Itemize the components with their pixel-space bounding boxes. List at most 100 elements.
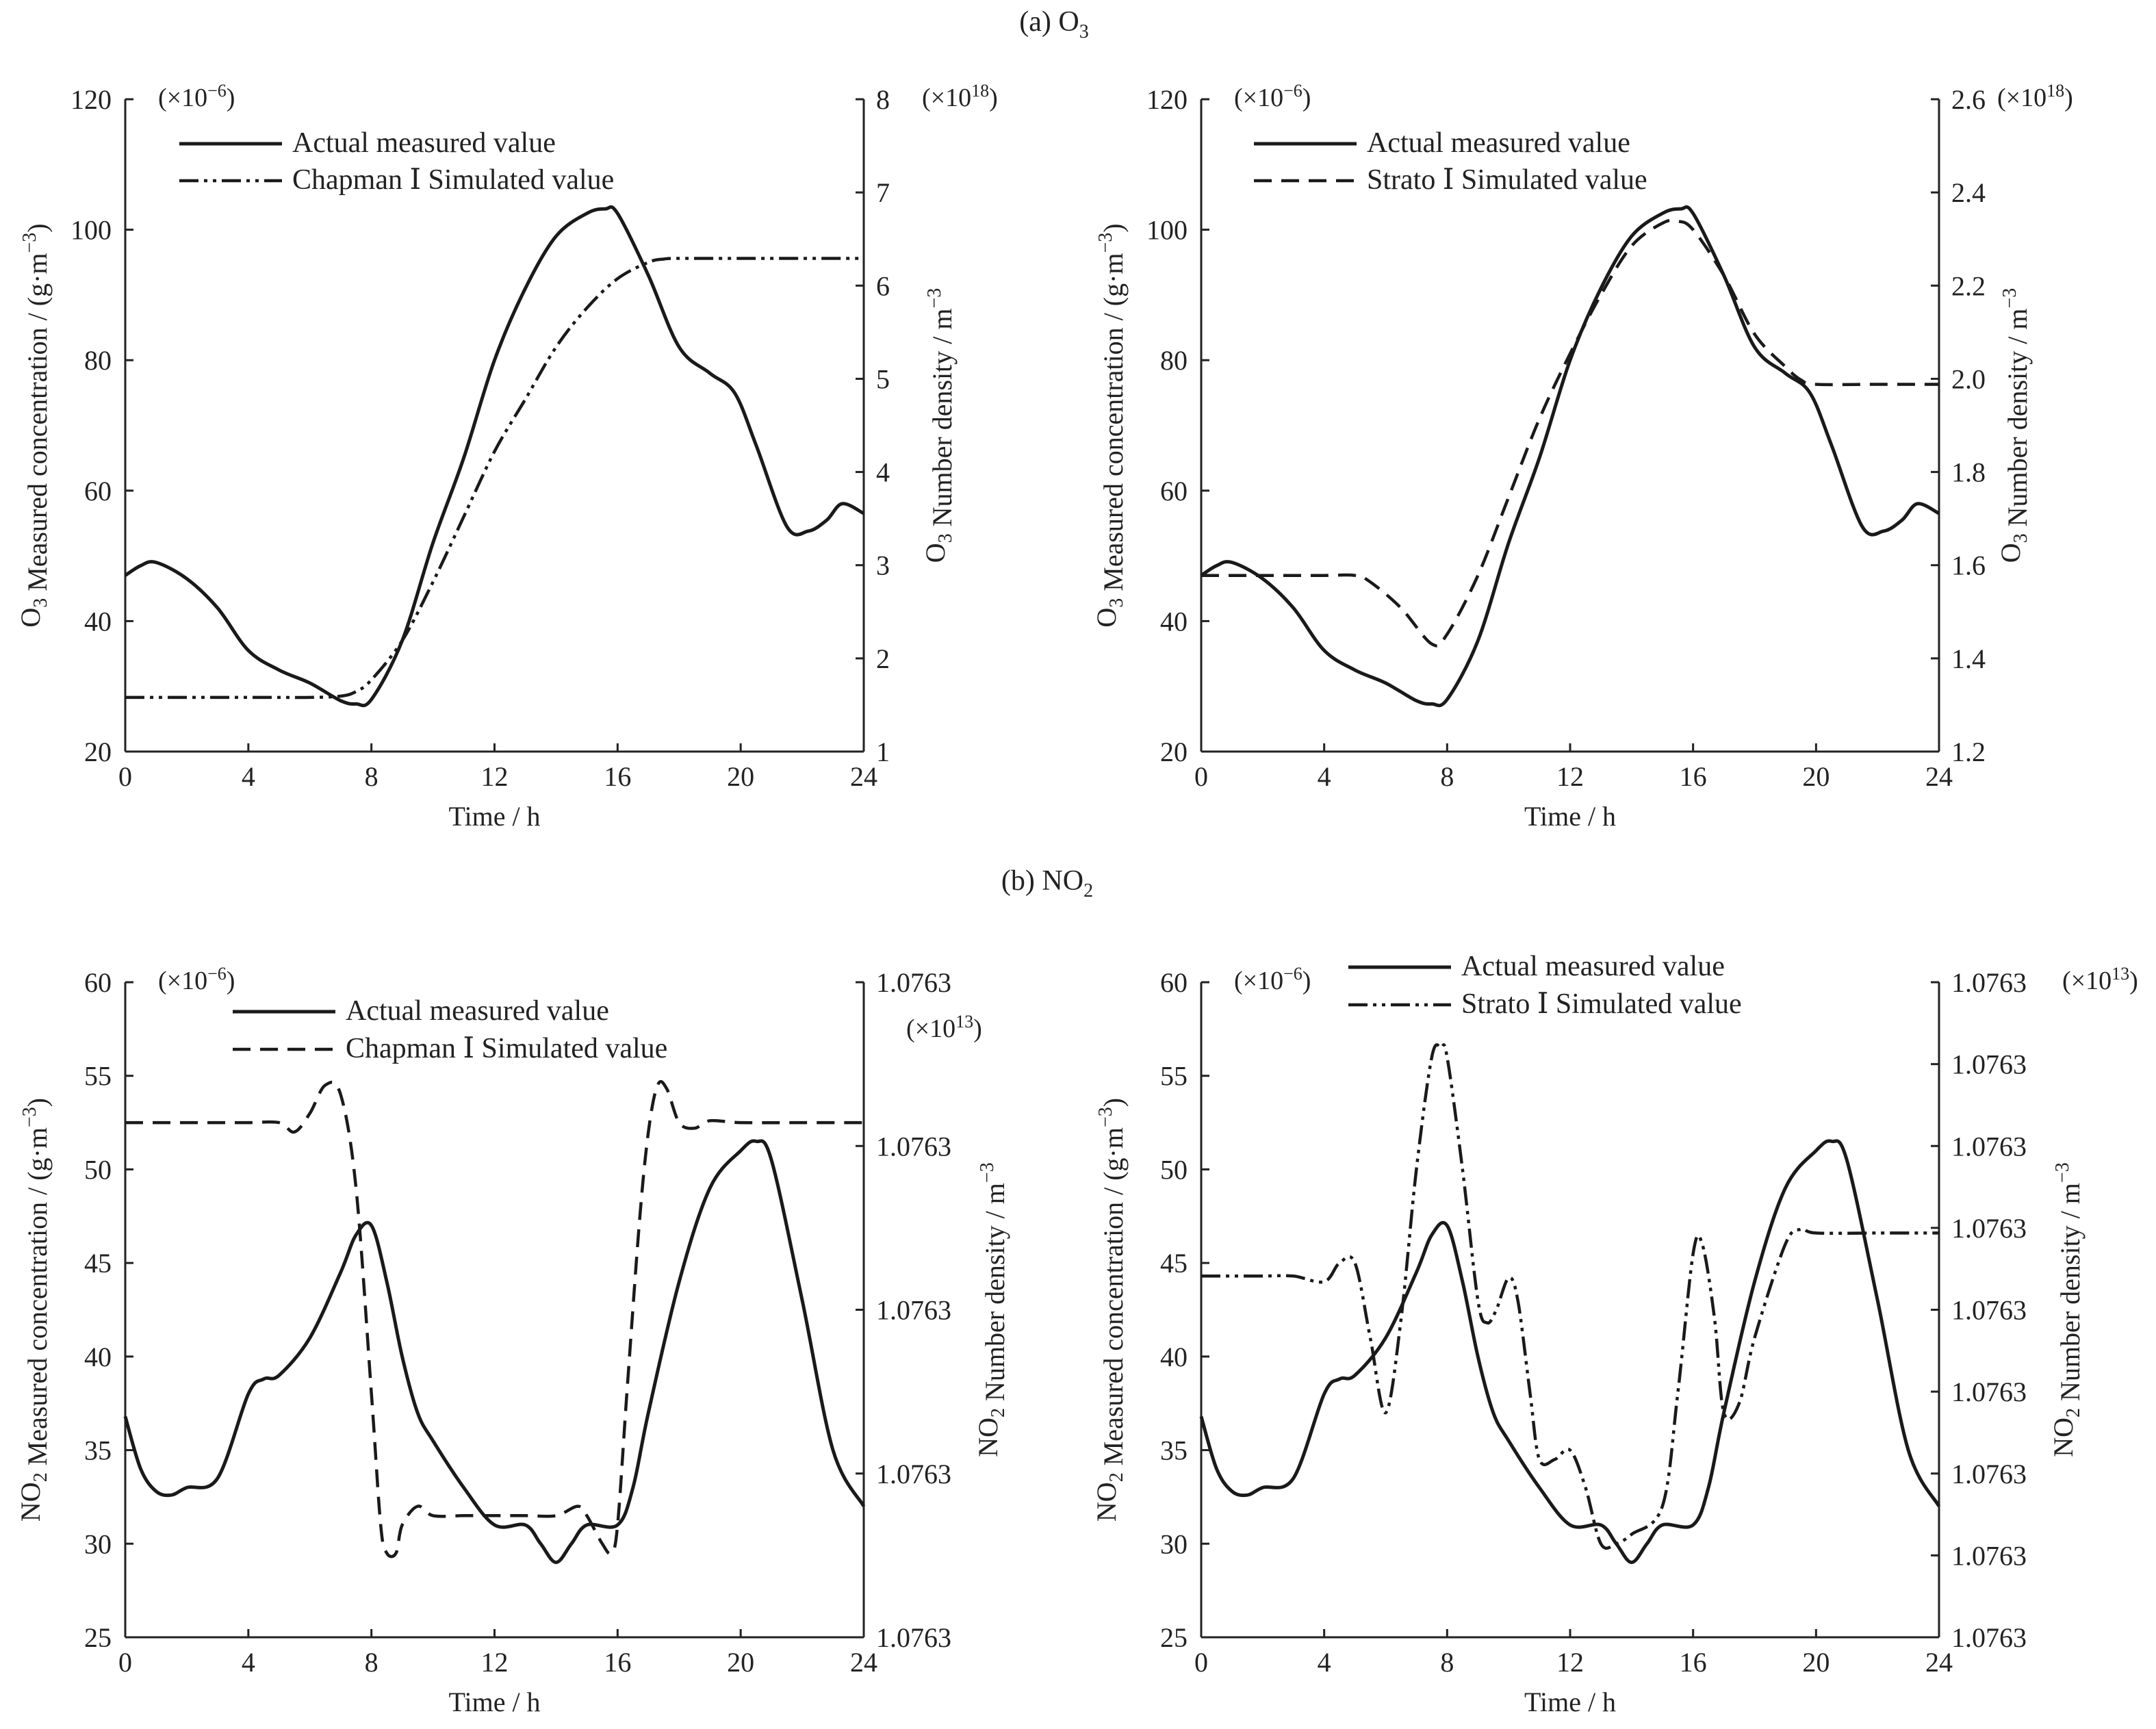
y-tick-label: 30 xyxy=(1160,1528,1188,1559)
y2-tick-label: 1.0763 xyxy=(1951,1540,2027,1571)
y2-tick-label: 2.4 xyxy=(1951,177,1986,208)
y-tick-label: 40 xyxy=(1160,1342,1188,1372)
legend-label: Actual measured value xyxy=(346,995,609,1027)
y2-tick-label: 1.6 xyxy=(1951,550,1986,581)
y2-tick-label: 1.0763 xyxy=(876,1295,951,1326)
y2-tick-label: 6 xyxy=(876,270,890,301)
y2-tick-label: 2 xyxy=(876,643,890,674)
y2-tick-label: 1 xyxy=(876,737,890,767)
legend-label: Actual measured value xyxy=(292,127,556,159)
y-tick-label: 100 xyxy=(1146,215,1188,246)
x-tick-label: 24 xyxy=(1925,1647,1953,1678)
y-tick-label: 60 xyxy=(1160,476,1188,507)
x-tick-label: 16 xyxy=(604,1647,631,1678)
legend-label: Actual measured value xyxy=(1461,951,1725,982)
legend-label: Chapman Ⅰ Simulated value xyxy=(346,1033,667,1064)
x-axis-label: Time / h xyxy=(1524,1687,1616,1717)
y2-tick-label: 1.4 xyxy=(1951,643,1986,674)
y2-tick-label: 2.2 xyxy=(1951,270,1986,301)
y-tick-label: 20 xyxy=(84,737,112,767)
y2-tick-label: 1.0763 xyxy=(1951,967,2027,998)
x-tick-label: 20 xyxy=(727,761,754,792)
x-tick-label: 0 xyxy=(1194,1647,1208,1678)
y2-tick-label: 1.0763 xyxy=(1951,1622,2027,1653)
y2-multiplier: (×1013) xyxy=(906,1012,982,1043)
series-line-1 xyxy=(1199,1139,1941,1565)
series-line-1 xyxy=(123,1139,866,1565)
x-tick-label: 12 xyxy=(481,761,509,792)
series-line-2 xyxy=(125,1079,864,1559)
y2-tick-label: 3 xyxy=(876,550,890,581)
y-tick-label: 55 xyxy=(1160,1061,1188,1092)
y-tick-label: 25 xyxy=(84,1622,112,1653)
y2-tick-label: 1.0763 xyxy=(1951,1459,2027,1489)
legend-label: Actual measured value xyxy=(1367,127,1630,159)
y-tick-label: 80 xyxy=(1160,345,1188,376)
y2-tick-label: 7 xyxy=(876,177,890,208)
y2-tick-label: 1.8 xyxy=(1951,457,1986,488)
series-line-1 xyxy=(124,205,865,708)
y2-tick-label: 1.0763 xyxy=(1951,1131,2027,1162)
x-axis-label: Time / h xyxy=(448,801,540,832)
y2-axis-label: NO2 Number density / m−3 xyxy=(2048,1162,2086,1457)
y-tick-label: 50 xyxy=(84,1154,112,1185)
y-axis-label: O3 Measured concentration / (g·m−3) xyxy=(1091,223,1129,627)
y-tick-label: 40 xyxy=(84,606,112,637)
chart-panel-a-strato: 0 4 8 12 16 20 24 20 40 60 80 100 120 1.2 1.4 1.6 1.8 2.0… xyxy=(1091,81,2073,832)
y-tick-label: 120 xyxy=(1146,84,1188,115)
x-tick-label: 12 xyxy=(481,1647,509,1678)
x-tick-label: 20 xyxy=(727,1647,754,1678)
y-tick-label: 35 xyxy=(84,1435,112,1466)
x-tick-label: 16 xyxy=(1680,1647,1707,1678)
x-tick-label: 8 xyxy=(1440,1647,1454,1678)
series-line-2 xyxy=(1201,1043,1939,1550)
y2-axis-label: NO2 Number density / m−3 xyxy=(973,1162,1010,1457)
y2-axis-label: O3 Number density / m−3 xyxy=(920,288,958,563)
y-axis-label: NO2 Measured concentration / (g·m−3) xyxy=(1091,1098,1129,1522)
y-tick-label: 45 xyxy=(84,1248,112,1279)
x-tick-label: 12 xyxy=(1556,761,1584,792)
y-tick-label: 35 xyxy=(1160,1435,1188,1466)
y2-multiplier: (×1018) xyxy=(922,81,998,112)
y-tick-label: 120 xyxy=(70,84,112,115)
y-tick-label: 25 xyxy=(1160,1622,1188,1653)
x-axis-label: Time / h xyxy=(448,1687,540,1717)
x-tick-label: 24 xyxy=(1925,761,1953,792)
y2-tick-label: 1.0763 xyxy=(1951,1049,2027,1080)
x-tick-label: 8 xyxy=(365,1647,378,1678)
chart-panel-b-strato: 0 4 8 12 16 20 24 25 30 35 40 45 50 55 60 1.0763 1.0763 1… xyxy=(1091,951,2138,1717)
x-tick-label: 4 xyxy=(1318,761,1331,792)
x-tick-label: 24 xyxy=(850,761,877,792)
x-tick-label: 4 xyxy=(242,761,255,792)
y2-tick-label: 5 xyxy=(876,363,890,394)
y-tick-label: 20 xyxy=(1160,737,1188,767)
series-line-2 xyxy=(1201,218,1939,648)
y2-tick-label: 1.2 xyxy=(1951,737,1986,767)
section-a-title: (a) O3 xyxy=(1019,6,1088,42)
x-tick-label: 12 xyxy=(1556,1647,1584,1678)
x-tick-label: 20 xyxy=(1802,761,1830,792)
y-multiplier: (×10−6) xyxy=(158,964,235,995)
y2-axis-label: O3 Number density / m−3 xyxy=(1995,288,2033,563)
x-tick-label: 4 xyxy=(1318,1647,1331,1678)
legend-label: Chapman Ⅰ Simulated value xyxy=(292,164,614,196)
y-tick-label: 60 xyxy=(84,476,112,507)
x-tick-label: 20 xyxy=(1802,1647,1830,1678)
x-tick-label: 0 xyxy=(1194,761,1208,792)
y2-tick-label: 2.0 xyxy=(1951,363,1986,394)
y-tick-label: 40 xyxy=(84,1342,112,1372)
series-line-2 xyxy=(125,257,864,700)
x-tick-label: 24 xyxy=(850,1647,877,1678)
y-tick-label: 55 xyxy=(84,1061,112,1092)
y2-tick-label: 1.0763 xyxy=(876,1131,951,1162)
x-tick-label: 0 xyxy=(118,1647,132,1678)
y-multiplier: (×10−6) xyxy=(158,81,235,112)
legend-label: Strato Ⅰ Simulated value xyxy=(1367,164,1647,196)
y-tick-label: 30 xyxy=(84,1528,112,1559)
y-tick-label: 60 xyxy=(1160,967,1188,998)
y2-tick-label: 1.0763 xyxy=(1951,1295,2027,1326)
chart-panel-b-chapman: 0 4 8 12 16 20 24 25 30 35 40 45 50 55 60 1.0763 1.0763 1… xyxy=(15,964,1010,1717)
y-axis-label: NO2 Measured concentration / (g·m−3) xyxy=(15,1098,53,1522)
y-axis-label: O3 Measured concentration / (g·m−3) xyxy=(15,223,53,627)
